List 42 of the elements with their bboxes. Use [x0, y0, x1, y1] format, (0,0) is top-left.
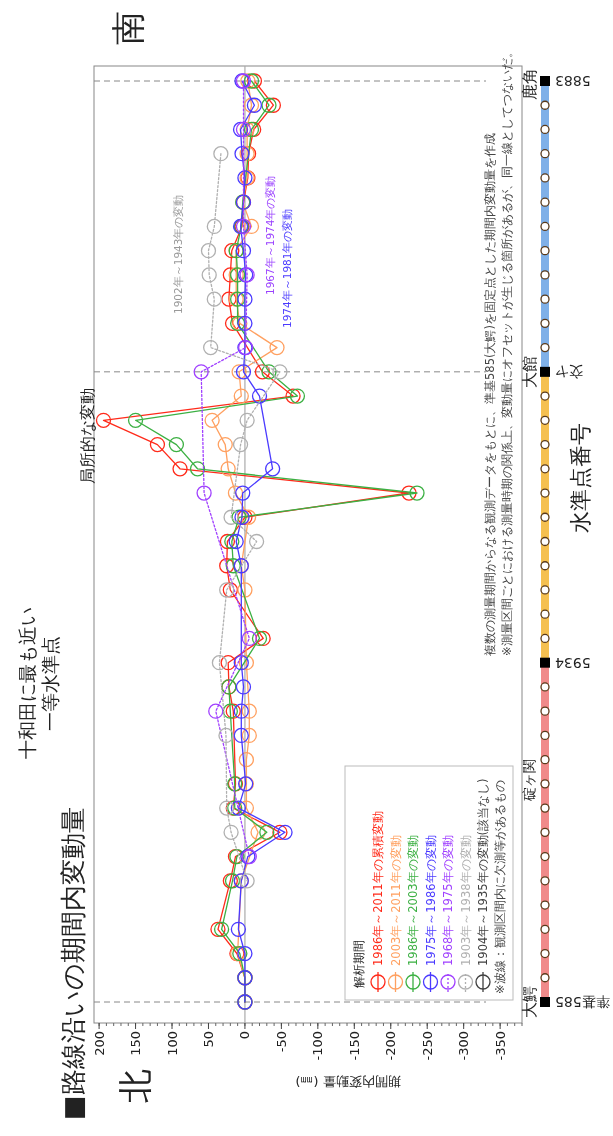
- x-tick-label: 150: [128, 1031, 144, 1056]
- annotation: 鹿角: [519, 68, 539, 100]
- x-tick-label: -150: [346, 1031, 362, 1061]
- annotation: 1974年～1981年の変動: [281, 208, 293, 328]
- legend-title: 解析期間: [352, 940, 366, 988]
- text: 1986年～2011年の累積変動: [371, 811, 385, 966]
- annotation: 局所的な変動: [77, 388, 97, 484]
- y-axis-title: 水準点番号: [567, 423, 593, 533]
- x-tick-label: 0: [237, 1031, 253, 1040]
- text: 北: [115, 1069, 155, 1103]
- y-tick-label: 5934: [554, 654, 591, 671]
- annotation: 大鰐: [519, 986, 539, 1018]
- x-tick-label: -100: [310, 1031, 326, 1061]
- text: 1968年～1975年の変動: [441, 835, 455, 966]
- annotation: 複数の測量期間からなる観測データをもとに、準基585(大鰐)を固定点とした期間内変動量を作成: [483, 133, 497, 656]
- annotation: 1902年～1943年の変動: [172, 194, 184, 314]
- text: 2003年～2011年の変動: [388, 835, 403, 966]
- y-tick-label: 交ヤ: [555, 363, 583, 380]
- text: ■路線沿いの期間内変動量: [58, 807, 88, 1120]
- x-tick-label: -350: [492, 1031, 508, 1061]
- x-tick-label: -50: [273, 1031, 289, 1053]
- annotation: ※測量区間ごとにおける測量時期の関係上、変動量にオフセットが生じる箇所があるが、同一線としてつないだ。: [500, 46, 514, 656]
- text: 一等水準点: [39, 635, 61, 731]
- text: 1903年～1938年の変動: [458, 835, 473, 966]
- x-tick-label: -200: [383, 1031, 399, 1061]
- legend-label: 1904年～1935年の変動(該当なし): [476, 778, 490, 966]
- x-tick-label: 100: [164, 1031, 180, 1056]
- x-tick-label: -250: [419, 1031, 435, 1061]
- x-tick-label: -300: [456, 1031, 472, 1061]
- text: 1986年～2003年の変動: [406, 835, 420, 966]
- y-tick-label: 5883: [555, 73, 591, 89]
- x-axis-title: 期間内変動量 (㎜): [295, 1073, 401, 1089]
- y-tick-label: 準基585: [555, 994, 610, 1010]
- x-tick-label: 200: [91, 1031, 107, 1056]
- text: 十和田に最も近い: [16, 607, 38, 759]
- text: 1975年～1986年の変動: [423, 835, 438, 966]
- x-tick-label: 50: [200, 1031, 216, 1048]
- annotation: ※波線：観測区間内に欠測等があるもの: [493, 780, 507, 994]
- annotation: 碇ヶ関: [521, 759, 537, 802]
- text: 南: [108, 11, 148, 45]
- annotation: 1967年～1974年の変動: [264, 175, 276, 295]
- annotation: 大館: [519, 356, 539, 388]
